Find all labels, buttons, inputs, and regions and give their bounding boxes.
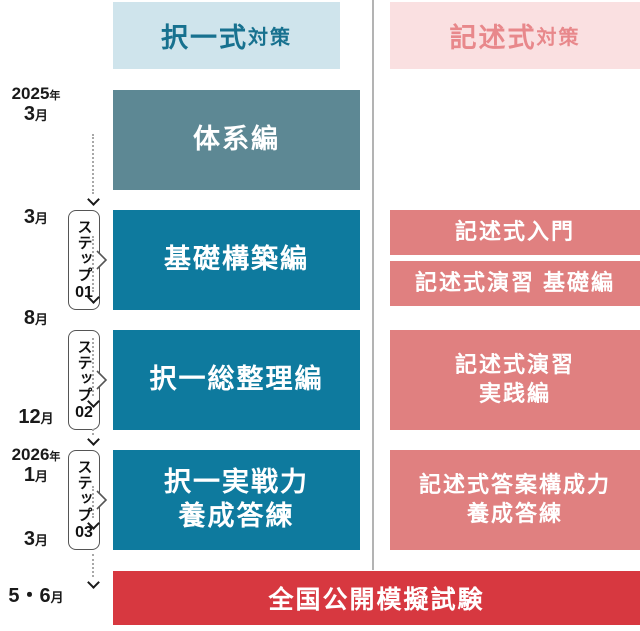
block-kijutsushiki-enshu-kiso-hen: 記述式演習 基礎編 bbox=[390, 261, 640, 306]
block-label-line2: 養成答練 bbox=[466, 501, 563, 526]
block-zenkoku-kokai-mogi-shiken: 全国公開模擬試験 bbox=[113, 571, 640, 625]
step-badge-03: ステップ 03 bbox=[68, 450, 108, 550]
block-kijutsushiki-nyumon: 記述式入門 bbox=[390, 210, 640, 255]
block-taikei-hen: 体系編 bbox=[113, 90, 360, 190]
timeline-arrow-down-icon bbox=[87, 193, 100, 206]
block-label: 記述式演習 基礎編 bbox=[414, 270, 616, 296]
block-kiso-kochiku-hen: 基礎構築編 bbox=[113, 210, 360, 310]
block-kijutsushiki-toan-koseiryoku-yosei-toren: 記述式答案構成力 養成答練 bbox=[390, 450, 640, 550]
header-title: 択一式 bbox=[161, 23, 248, 53]
block-kijutsushiki-enshu-jissen-hen: 記述式演習 実践編 bbox=[390, 330, 640, 430]
block-label-line2: 実践編 bbox=[478, 381, 551, 406]
block-label-line1: 択一実戦力 bbox=[164, 467, 309, 498]
block-takuitsu-soseiri-hen: 択一総整理編 bbox=[113, 330, 360, 430]
step-badge-02: ステップ 02 bbox=[68, 330, 108, 430]
block-label-line1: 記述式演習 bbox=[454, 352, 575, 378]
timeline-date-05-06: 5・6月 bbox=[8, 585, 64, 607]
timeline-date-03: 3月 bbox=[23, 206, 49, 228]
timeline-arrow-down-icon bbox=[87, 576, 100, 589]
block-label: 体系編 bbox=[193, 124, 280, 155]
block-takuitsu-jissenryoku-yosei-toren: 択一実戦力 養成答練 bbox=[113, 450, 360, 550]
timeline-arrow-down-icon bbox=[87, 433, 100, 446]
timeline-connector bbox=[92, 236, 94, 292]
step-number: 01 bbox=[75, 283, 93, 301]
header-suffix: 対策 bbox=[248, 27, 292, 49]
step-text: ステップ bbox=[75, 458, 93, 523]
block-label-line1: 記述式答案構成力 bbox=[418, 472, 611, 498]
column-header-written: 記述式 対策 bbox=[390, 2, 640, 69]
step-chevron-icon bbox=[96, 490, 108, 510]
block-label-line2: 養成答練 bbox=[178, 501, 295, 531]
block-label: 記述式入門 bbox=[454, 219, 575, 245]
timeline-connector bbox=[92, 338, 94, 396]
timeline-month: 1月 bbox=[23, 463, 49, 486]
timeline-year: 2026年 bbox=[11, 445, 61, 464]
step-text: ステップ bbox=[75, 218, 93, 283]
timeline-date-2026-01: 2026年 1月 bbox=[0, 446, 72, 486]
timeline-year: 2025年 bbox=[11, 84, 61, 103]
timeline-date-08: 8月 bbox=[23, 307, 49, 329]
timeline-date-12: 12月 bbox=[18, 406, 54, 428]
header-suffix: 対策 bbox=[536, 27, 581, 49]
step-badge-01: ステップ 01 bbox=[68, 210, 108, 310]
step-text: ステップ bbox=[75, 338, 93, 403]
header-title: 記述式 bbox=[449, 23, 537, 53]
timeline-connector bbox=[92, 486, 94, 518]
timeline-connector bbox=[92, 554, 94, 577]
block-label: 択一総整理編 bbox=[149, 364, 324, 395]
timeline-date-2025-03: 2025年 3月 bbox=[0, 85, 72, 125]
timeline-connector bbox=[92, 429, 94, 435]
timeline-connector bbox=[92, 134, 94, 194]
column-divider bbox=[372, 0, 374, 570]
step-number: 03 bbox=[75, 523, 93, 541]
timeline-month: 3月 bbox=[23, 102, 49, 125]
column-header-multiple-choice: 択一式 対策 bbox=[113, 2, 340, 69]
timeline-date-03-2026: 3月 bbox=[23, 528, 49, 550]
step-chevron-icon bbox=[96, 370, 108, 390]
step-number: 02 bbox=[75, 403, 93, 421]
block-label: 基礎構築編 bbox=[164, 244, 309, 275]
step-chevron-icon bbox=[96, 250, 108, 270]
mock-exam-label: 全国公開模擬試験 bbox=[268, 586, 485, 614]
